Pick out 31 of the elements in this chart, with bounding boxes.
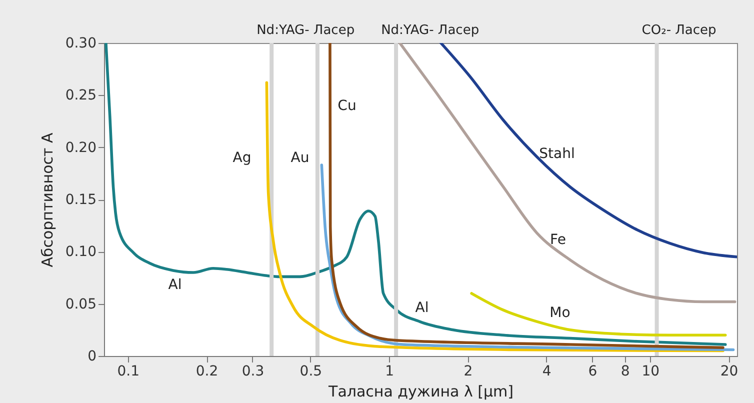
x-tick-label: 0.5 [300, 364, 322, 380]
x-tick-label: 2 [464, 364, 473, 380]
ref-line-label: Nd:YAG- Ласер [256, 23, 355, 38]
series-label: Cu [338, 98, 356, 114]
x-tick-label: 0.1 [117, 364, 140, 380]
y-tick-label: 0.20 [65, 140, 96, 156]
y-tick-label: 0.05 [65, 296, 96, 312]
y-tick-label: 0.30 [65, 36, 96, 52]
x-tick-label: 4 [542, 364, 552, 380]
series-label: Au [290, 150, 310, 166]
series-label: Al [168, 277, 182, 293]
x-tick-label: 1 [385, 364, 394, 380]
y-tick-label: 0.10 [65, 244, 96, 260]
x-tick-label: 10 [642, 364, 660, 380]
y-tick-label: 0.25 [65, 88, 96, 104]
ref-line-label: CO₂- Ласер [642, 23, 716, 38]
x-axis-title: Таласна дужина λ [µm] [328, 382, 514, 400]
y-axis-title: Абсорптивност A [38, 132, 56, 268]
x-tick-label: 0.3 [242, 364, 264, 380]
x-tick-label: 0.2 [196, 364, 218, 380]
annotation: Al [415, 300, 429, 316]
y-tick-label: 0.15 [65, 192, 96, 208]
ref-line-label: Nd:YAG- Ласер [381, 23, 480, 38]
series-label: Fe [550, 232, 566, 248]
y-tick-label: 0 [88, 348, 96, 364]
x-tick-label: 8 [620, 364, 630, 380]
series-label: Stahl [539, 146, 575, 162]
x-tick-label: 6 [588, 364, 598, 380]
x-tick-label: 20 [720, 364, 738, 380]
series-label: Mo [550, 305, 570, 321]
series-label: Ag [232, 150, 252, 166]
